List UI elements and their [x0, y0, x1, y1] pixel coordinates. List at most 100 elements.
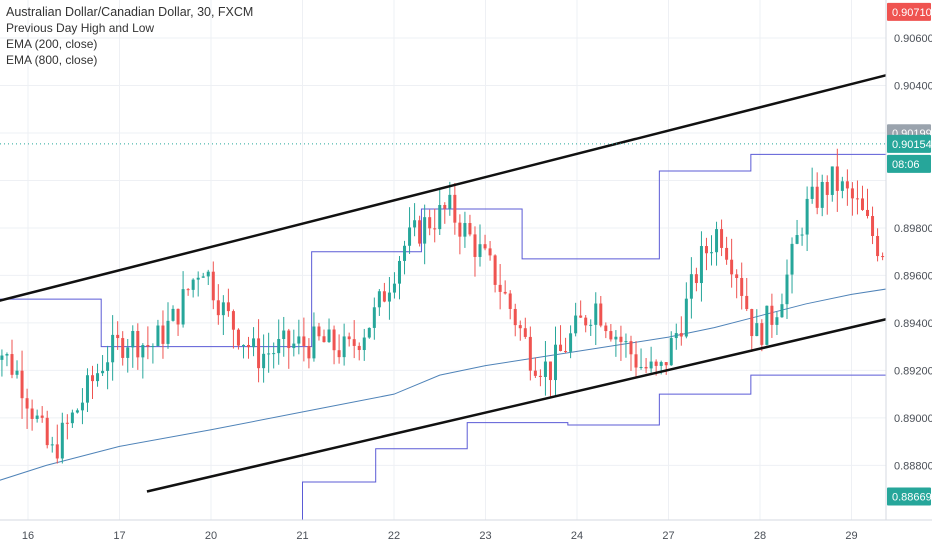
candle-body: [226, 302, 230, 312]
candle-body: [307, 345, 311, 359]
candle-body: [649, 361, 653, 369]
candle-body: [674, 333, 678, 339]
candle-body: [559, 344, 563, 351]
candle-body: [664, 362, 668, 366]
candle-body: [830, 166, 834, 195]
candle-body: [40, 415, 44, 418]
candle-body: [241, 344, 245, 346]
candle-body: [684, 298, 688, 337]
candle-body: [810, 186, 814, 199]
candle-body: [543, 361, 547, 377]
candle-body: [805, 198, 809, 235]
candle-body: [463, 223, 467, 237]
candle-body: [121, 338, 125, 358]
candle-body: [458, 222, 462, 237]
previous-day-high-low-line[interactable]: [0, 139, 932, 348]
candle-body: [438, 205, 442, 230]
study-label[interactable]: EMA (800, close): [6, 53, 98, 67]
candle-body: [800, 234, 804, 236]
candle-body: [166, 320, 170, 344]
candle-body: [569, 333, 573, 352]
price-badge: [887, 487, 931, 506]
x-tick-label: 21: [296, 530, 308, 542]
price-badge-label: 08:06: [892, 159, 920, 171]
candle-body: [267, 353, 271, 355]
candle-body: [151, 345, 155, 347]
price-scale[interactable]: [886, 0, 932, 550]
candle-body: [146, 345, 150, 347]
y-tick-label: 0.88800: [894, 460, 932, 472]
previous-day-high-low-line[interactable]: [302, 336, 932, 520]
y-tick-label: 0.89200: [894, 365, 932, 377]
candle-body: [60, 422, 64, 459]
price-badge: [887, 2, 931, 21]
y-tick-label: 0.89400: [894, 318, 932, 330]
candle-body: [860, 198, 864, 210]
candle-body: [770, 305, 774, 325]
candle-body: [403, 245, 407, 261]
candle-body: [342, 336, 346, 358]
candle-body: [382, 291, 386, 302]
x-tick-label: 16: [22, 530, 34, 542]
candle-body: [282, 330, 286, 340]
candle-body: [106, 362, 110, 371]
candle-body: [488, 248, 492, 256]
study-label[interactable]: EMA (200, close): [6, 37, 98, 51]
time-scale[interactable]: [0, 520, 932, 550]
y-tick-label: 0.89800: [894, 223, 932, 235]
candle-body: [604, 325, 608, 332]
candle-body: [10, 354, 14, 375]
trendline-upper[interactable]: [0, 14, 932, 304]
candle-body: [277, 339, 281, 354]
candle-body: [392, 283, 396, 293]
trendline-lower[interactable]: [146, 261, 932, 493]
candle-body: [247, 344, 251, 348]
candle-body: [216, 300, 220, 316]
candle-body: [171, 308, 175, 321]
candle-body: [433, 228, 437, 230]
candle-body: [156, 325, 160, 346]
candle-body: [357, 345, 361, 351]
candle-body: [825, 181, 829, 195]
candle-body: [262, 353, 266, 369]
price-badge-label: 0.90154: [892, 139, 932, 151]
x-tick-label: 17: [113, 530, 125, 542]
candle-body: [231, 311, 235, 330]
candle-body: [498, 284, 502, 292]
candle-body: [201, 276, 205, 278]
candle-body: [609, 331, 613, 340]
candle-body: [564, 350, 568, 352]
candle-body: [317, 326, 321, 337]
candle-body: [599, 303, 603, 326]
candle-body: [745, 295, 749, 310]
candle-body: [579, 315, 583, 318]
candle-body: [176, 308, 180, 325]
candle-body: [181, 289, 185, 325]
y-tick-label: 0.89600: [894, 270, 932, 282]
candle-body: [186, 289, 190, 291]
candle-body: [845, 181, 849, 189]
candle-body: [850, 188, 854, 199]
candle-body: [523, 328, 527, 337]
candle-body: [589, 324, 593, 326]
candle-body: [337, 350, 341, 358]
candle-body: [367, 327, 371, 338]
symbol-title: Australian Dollar/Canadian Dollar, 30, F…: [6, 5, 254, 19]
x-tick-label: 20: [205, 530, 217, 542]
candle-body: [70, 412, 74, 424]
candle-body: [740, 277, 744, 296]
candle-body: [91, 375, 95, 382]
candle-body: [418, 220, 422, 244]
study-label[interactable]: Previous Day High and Low: [6, 21, 155, 35]
candle-body: [257, 338, 261, 369]
candle-body: [397, 260, 401, 284]
candle-body: [25, 398, 29, 409]
candle-body: [408, 227, 412, 246]
candle-body: [473, 234, 477, 257]
candle-body: [372, 307, 376, 328]
candle-body: [211, 271, 215, 301]
candle-body: [518, 325, 522, 329]
candle-body: [679, 333, 683, 337]
candle-body: [619, 336, 623, 342]
